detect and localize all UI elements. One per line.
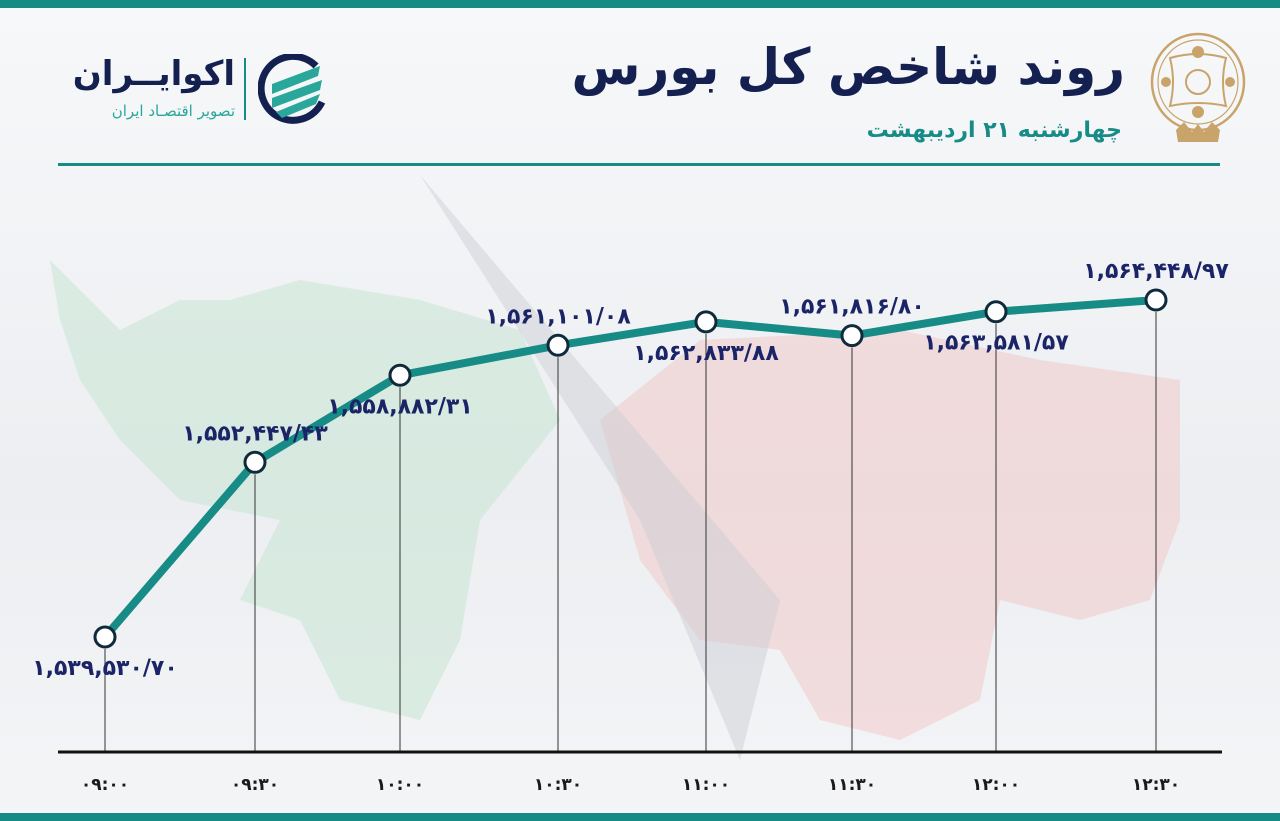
x-tick-label: ۰۹:۰۰ bbox=[81, 775, 129, 795]
brand-tagline: تصویر اقتصـاد ایران bbox=[111, 102, 235, 120]
data-point bbox=[1144, 288, 1168, 312]
stock-exchange-seal-logo bbox=[1150, 32, 1246, 142]
brand-name: اکوایــران bbox=[72, 54, 235, 94]
data-label: ۱,۵۵۲,۴۴۷/۴۳ bbox=[182, 421, 328, 446]
series-line bbox=[101, 296, 1157, 640]
chart-date: چهارشنبه ۲۱ اردیبهشت bbox=[866, 118, 1122, 143]
header-divider bbox=[58, 163, 1220, 166]
data-point bbox=[840, 324, 864, 348]
brand-divider bbox=[244, 58, 246, 120]
top-accent-bar bbox=[0, 0, 1280, 8]
data-label: ۱,۵۵۸,۸۸۲/۳۱ bbox=[327, 394, 473, 419]
data-point bbox=[984, 300, 1008, 324]
x-tick-label: ۱۱:۰۰ bbox=[682, 775, 730, 795]
data-label: ۱,۵۳۹,۵۳۰/۷۰ bbox=[32, 656, 178, 681]
x-tick-label: ۱۲:۳۰ bbox=[1132, 775, 1180, 795]
brand-logo: اکوایــران تصویر اقتصـاد ایران bbox=[72, 50, 335, 130]
data-label: ۱,۵۶۱,۱۰۱/۰۸ bbox=[485, 304, 631, 329]
background-bull-bear-art bbox=[50, 175, 1180, 760]
x-tick-label: ۰۹:۳۰ bbox=[231, 775, 279, 795]
data-point bbox=[93, 625, 117, 649]
bear-silhouette bbox=[600, 330, 1180, 740]
x-tick-label: ۱۲:۰۰ bbox=[972, 775, 1020, 795]
data-point bbox=[694, 310, 718, 334]
data-label: ۱,۵۶۲,۸۳۳/۸۸ bbox=[633, 341, 779, 366]
data-point bbox=[546, 333, 570, 357]
chart-title: روند شاخص کل بورس bbox=[571, 38, 1125, 96]
x-tick-label: ۱۰:۳۰ bbox=[534, 775, 582, 795]
bull-silhouette bbox=[50, 260, 560, 720]
x-tick-label: ۱۱:۳۰ bbox=[828, 775, 876, 795]
bottom-accent-bar bbox=[0, 813, 1280, 821]
data-point bbox=[388, 363, 412, 387]
data-label: ۱,۵۶۳,۵۸۱/۵۷ bbox=[923, 331, 1069, 356]
data-point bbox=[243, 450, 267, 474]
data-label: ۱,۵۶۴,۴۴۸/۹۷ bbox=[1083, 259, 1229, 284]
data-label: ۱,۵۶۱,۸۱۶/۸۰ bbox=[779, 295, 925, 320]
brand-mark-icon bbox=[258, 54, 326, 124]
arrow-silhouette bbox=[420, 175, 780, 760]
x-tick-label: ۱۰:۰۰ bbox=[376, 775, 424, 795]
